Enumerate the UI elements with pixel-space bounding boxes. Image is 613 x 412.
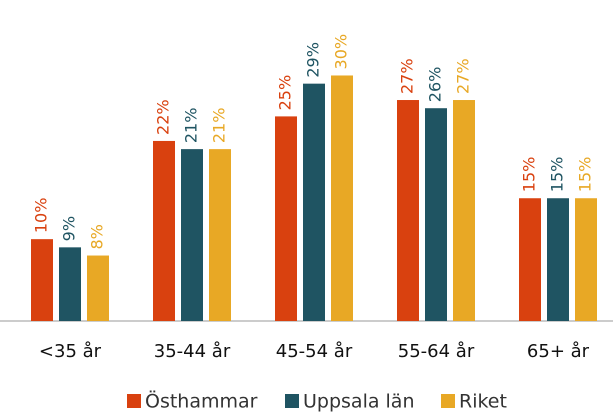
bar (153, 140, 175, 321)
bar (87, 255, 109, 321)
x-tick-label: 65+ år (527, 341, 590, 362)
legend-swatch (127, 394, 141, 408)
legend-swatch (441, 394, 455, 408)
data-label: 15% (520, 157, 539, 193)
data-label: 26% (426, 67, 445, 103)
bar (425, 108, 447, 321)
bar (331, 75, 353, 321)
bar (575, 198, 597, 321)
bar (275, 116, 297, 321)
legend-swatch (285, 394, 299, 408)
bar (397, 100, 419, 322)
data-label: 27% (398, 58, 417, 94)
data-label: 15% (576, 157, 595, 193)
data-label: 10% (32, 198, 51, 234)
x-tick-label: 45-54 år (276, 341, 353, 362)
data-label: 8% (88, 224, 107, 249)
data-label: 29% (304, 42, 323, 78)
legend-label: Riket (459, 391, 507, 412)
bar (547, 198, 569, 321)
data-label: 22% (154, 99, 173, 135)
bar (181, 149, 203, 321)
x-tick-label: <35 år (39, 341, 102, 362)
data-label: 15% (548, 157, 567, 193)
bar (519, 198, 541, 321)
data-label: 21% (210, 108, 229, 144)
data-label: 9% (60, 216, 79, 241)
legend-label: Uppsala län (303, 391, 415, 412)
x-tick-label: 55-64 år (398, 341, 475, 362)
data-label: 27% (454, 58, 473, 94)
data-label: 25% (276, 75, 295, 111)
bar (31, 239, 53, 321)
data-label: 30% (332, 34, 351, 70)
x-tick-label: 35-44 år (154, 341, 231, 362)
data-label: 21% (182, 108, 201, 144)
legend-label: Östhammar (145, 390, 258, 412)
bar (59, 247, 81, 321)
bar (209, 149, 231, 321)
bar (453, 100, 475, 322)
bar (303, 83, 325, 321)
